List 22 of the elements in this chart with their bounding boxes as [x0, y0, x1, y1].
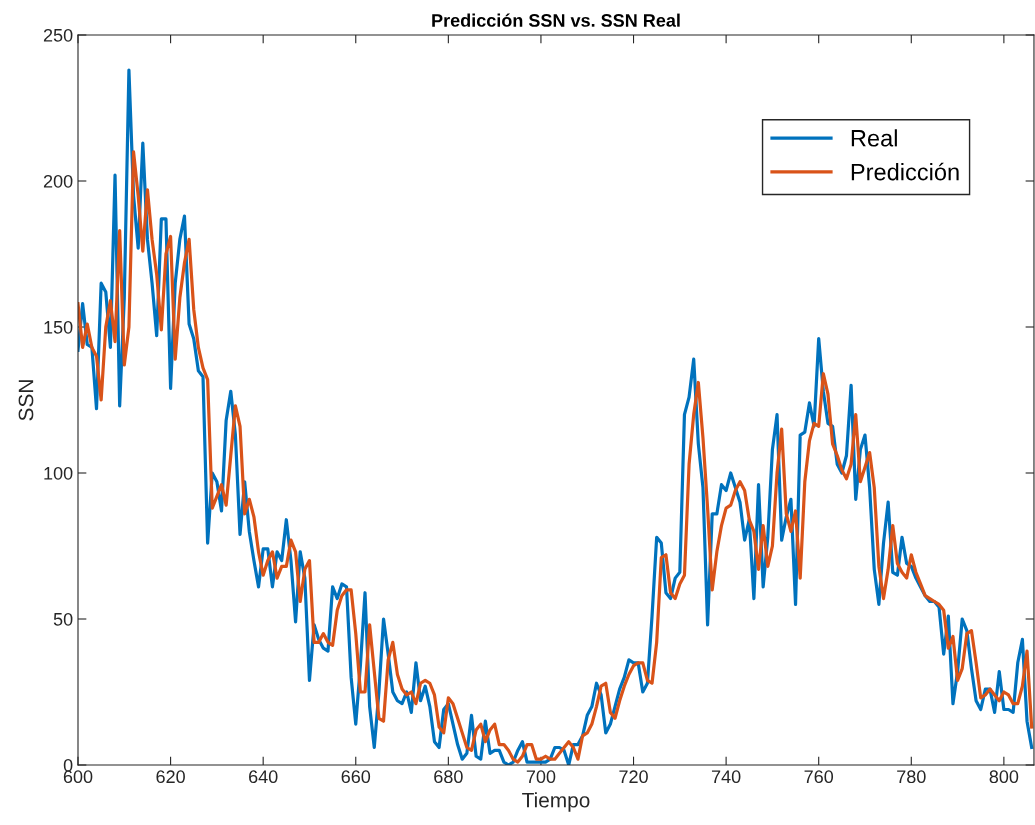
- x-tick-label: 660: [341, 770, 371, 784]
- y-tick-label: 0: [63, 758, 73, 772]
- y-tick-label: 100: [44, 466, 73, 480]
- chart-title: Predicción SSN vs. SSN Real: [432, 13, 680, 27]
- y-tick-label: 200: [43, 174, 73, 188]
- x-tick-label: 780: [897, 770, 926, 784]
- x-tick-label: 760: [804, 770, 834, 784]
- x-tick-label: 600: [63, 770, 93, 784]
- x-tick-label: 620: [156, 770, 185, 784]
- y-axis-title: SSN: [18, 380, 34, 421]
- x-tick-label: 740: [711, 770, 741, 784]
- legend-label: Real: [851, 129, 897, 147]
- x-tick-label: 800: [989, 770, 1019, 784]
- legend-label: Predicción: [851, 162, 959, 181]
- x-axis-title: Tiempo: [522, 792, 590, 812]
- x-tick-label: 640: [249, 770, 278, 784]
- y-tick-label: 50: [53, 612, 73, 626]
- x-tick-label: 680: [434, 770, 463, 784]
- x-tick-label: 700: [526, 770, 556, 784]
- x-tick-label: 720: [619, 770, 648, 784]
- y-tick-label: 150: [44, 320, 73, 334]
- y-tick-label: 250: [43, 28, 73, 42]
